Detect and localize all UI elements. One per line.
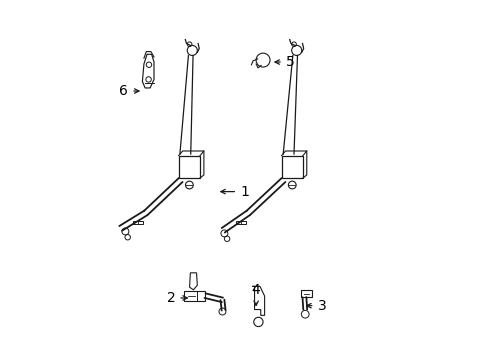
Text: 3: 3	[306, 299, 325, 313]
Bar	[183, 291, 204, 301]
Text: 2: 2	[166, 291, 187, 305]
Bar	[281, 156, 302, 178]
Bar	[179, 156, 200, 178]
Text: 1: 1	[221, 185, 248, 199]
Text: 6: 6	[119, 84, 139, 98]
Bar	[300, 290, 311, 297]
Text: 5: 5	[274, 55, 294, 69]
Text: 4: 4	[251, 283, 260, 305]
